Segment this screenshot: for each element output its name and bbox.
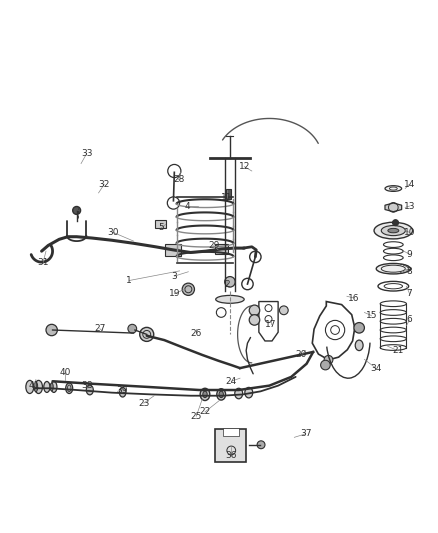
Text: 37: 37 — [300, 429, 311, 438]
FancyBboxPatch shape — [223, 428, 239, 436]
Text: 24: 24 — [226, 377, 237, 386]
Ellipse shape — [86, 385, 93, 395]
Ellipse shape — [35, 381, 42, 393]
Text: 31: 31 — [37, 259, 49, 268]
Circle shape — [279, 306, 288, 314]
Circle shape — [46, 324, 57, 336]
Text: 1: 1 — [126, 276, 132, 285]
Text: 6: 6 — [406, 316, 413, 325]
Text: 2: 2 — [224, 280, 230, 289]
Text: 14: 14 — [404, 180, 415, 189]
Text: 5: 5 — [158, 223, 164, 232]
Circle shape — [225, 277, 235, 287]
Circle shape — [182, 283, 194, 295]
Ellipse shape — [215, 295, 244, 303]
Text: 19: 19 — [169, 289, 180, 298]
Text: 34: 34 — [370, 364, 381, 373]
Text: 38: 38 — [81, 381, 92, 390]
Ellipse shape — [119, 387, 126, 397]
Text: 4: 4 — [185, 201, 190, 211]
FancyBboxPatch shape — [155, 220, 166, 229]
Text: 41: 41 — [28, 381, 40, 390]
Ellipse shape — [50, 383, 53, 391]
Ellipse shape — [381, 225, 406, 236]
Text: 39: 39 — [116, 385, 127, 394]
Ellipse shape — [26, 381, 34, 393]
Text: 16: 16 — [348, 294, 360, 303]
Ellipse shape — [245, 387, 253, 398]
Ellipse shape — [385, 185, 402, 191]
Text: 26: 26 — [191, 328, 202, 337]
Ellipse shape — [34, 382, 38, 392]
Text: 32: 32 — [99, 180, 110, 189]
Text: 12: 12 — [239, 162, 250, 171]
Text: 10: 10 — [404, 228, 415, 237]
Circle shape — [140, 327, 154, 342]
Ellipse shape — [51, 382, 57, 392]
Text: 20: 20 — [296, 351, 307, 359]
FancyBboxPatch shape — [215, 430, 246, 462]
Ellipse shape — [44, 382, 50, 392]
Polygon shape — [165, 244, 181, 256]
Text: 3: 3 — [171, 272, 177, 281]
Text: 11: 11 — [221, 193, 233, 202]
Polygon shape — [215, 244, 228, 254]
Text: 29: 29 — [208, 241, 219, 250]
Ellipse shape — [66, 383, 73, 393]
Ellipse shape — [374, 222, 413, 239]
Text: 40: 40 — [59, 368, 71, 377]
Text: 7: 7 — [406, 289, 413, 298]
Circle shape — [392, 220, 399, 226]
Circle shape — [73, 206, 81, 214]
Text: 8: 8 — [406, 267, 413, 276]
Circle shape — [249, 314, 260, 325]
Text: 17: 17 — [265, 320, 276, 329]
Circle shape — [128, 324, 137, 333]
Polygon shape — [385, 203, 402, 212]
Ellipse shape — [376, 263, 410, 274]
Text: 22: 22 — [199, 407, 211, 416]
Text: 28: 28 — [173, 175, 184, 184]
Ellipse shape — [219, 391, 223, 398]
Ellipse shape — [235, 388, 243, 399]
Text: 15: 15 — [366, 311, 377, 320]
Text: 27: 27 — [94, 324, 106, 333]
Text: 9: 9 — [406, 250, 413, 259]
Ellipse shape — [217, 389, 226, 400]
Ellipse shape — [388, 229, 399, 233]
Text: 36: 36 — [226, 451, 237, 460]
Ellipse shape — [355, 340, 363, 351]
Circle shape — [324, 356, 333, 364]
Circle shape — [321, 360, 330, 370]
Text: 30: 30 — [107, 228, 119, 237]
Text: 21: 21 — [392, 346, 403, 355]
Text: 23: 23 — [138, 399, 149, 408]
Circle shape — [257, 441, 265, 449]
Ellipse shape — [203, 391, 207, 398]
Circle shape — [354, 322, 364, 333]
Circle shape — [249, 305, 260, 316]
Text: 25: 25 — [191, 412, 202, 421]
Text: 13: 13 — [404, 201, 415, 211]
FancyBboxPatch shape — [226, 189, 231, 199]
Text: 33: 33 — [81, 149, 92, 158]
Ellipse shape — [200, 388, 210, 400]
